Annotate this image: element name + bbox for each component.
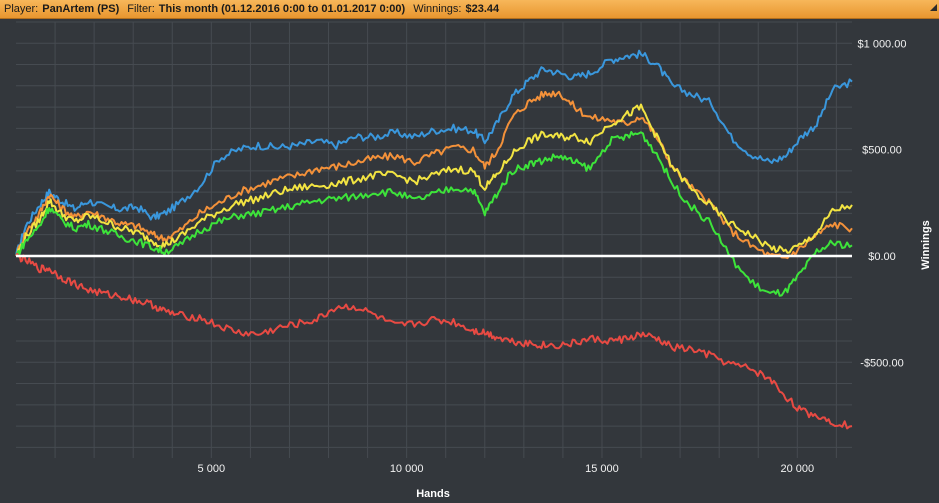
series-line-2: [15, 90, 853, 260]
series-group: [15, 49, 853, 430]
player-value: PanArtem (PS): [42, 3, 120, 15]
x-axis-title: Hands: [416, 488, 450, 500]
filter-label: Filter:: [127, 3, 155, 15]
x-tick-label: 20 000: [780, 463, 814, 475]
series-line-1: [15, 49, 853, 257]
y-tick-label: -$500.00: [860, 357, 903, 369]
x-tick-label: 10 000: [390, 463, 424, 475]
series-line-3: [15, 103, 853, 257]
x-tick-label: 15 000: [585, 463, 619, 475]
y-tick-label: $0.00: [868, 251, 896, 263]
filter-value: This month (01.12.2016 0:00 to 01.01.201…: [158, 3, 406, 15]
winnings-value: $23.44: [465, 3, 500, 15]
y-tick-label: $1 000.00: [858, 38, 907, 50]
player-label: Player:: [4, 3, 39, 15]
grid: [16, 21, 852, 458]
series-line-4: [15, 131, 853, 297]
y-tick-label: $500.00: [862, 145, 902, 157]
winnings-label: Winnings:: [413, 3, 462, 15]
chart-header-bar: Player: PanArtem (PS) Filter: This month (0…: [0, 0, 939, 19]
series-line-5: [15, 252, 853, 430]
tick-labels: 5 000 10 000 15 000 20 000 $1 000.00 $500.00 $…: [198, 38, 907, 475]
y-axis-title: Winnings: [920, 220, 932, 269]
x-tick-label: 5 000: [198, 463, 226, 475]
resize-corner-icon[interactable]: [930, 4, 937, 11]
